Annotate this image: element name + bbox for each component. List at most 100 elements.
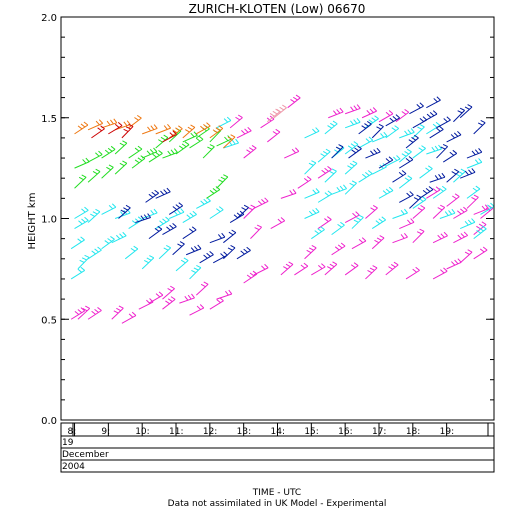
barb-shaft — [74, 220, 89, 230]
barb-flag — [381, 216, 386, 221]
wind-barb — [385, 125, 399, 139]
barb-flag — [163, 134, 169, 139]
barb-shaft — [344, 265, 359, 276]
wind-barb — [168, 202, 183, 215]
barb-flag — [467, 249, 473, 253]
barb-shaft — [121, 315, 137, 324]
barb-flag — [160, 136, 166, 141]
barb-flag — [428, 186, 434, 190]
barb-shaft — [297, 179, 312, 189]
wind-barb — [399, 218, 415, 230]
wind-barb — [141, 255, 155, 270]
wind-barb — [209, 232, 226, 244]
barb-flag — [356, 104, 361, 109]
wind-barb — [162, 130, 177, 143]
barb-shaft — [371, 237, 385, 250]
barb-flag — [150, 209, 155, 215]
barb-shaft — [87, 122, 103, 131]
barb-flag — [393, 261, 399, 266]
wind-barb — [169, 208, 185, 219]
wind-barb — [409, 194, 422, 209]
barb-flag — [457, 234, 462, 239]
barb-shaft — [436, 119, 451, 129]
barb-flag — [280, 217, 286, 222]
wind-barb — [148, 149, 163, 163]
barb-flag — [166, 226, 171, 231]
barb-flag — [438, 174, 442, 179]
barb-flag — [436, 127, 441, 132]
barb-flag — [170, 149, 175, 155]
barb-flag — [464, 106, 470, 110]
barb-flag — [192, 210, 197, 215]
barb-flag — [337, 223, 342, 228]
barb-flag — [472, 187, 478, 192]
barb-flag — [398, 172, 404, 176]
barb-flag — [190, 247, 195, 252]
barb-flag — [419, 228, 425, 232]
barb-flag — [314, 230, 320, 234]
wind-barb — [101, 145, 116, 159]
wind-barb — [216, 174, 229, 189]
wind-barb — [101, 236, 115, 250]
barb-flag — [410, 218, 415, 223]
time-date-table: 8: 9: 10: 11: 12: 13: 14: 15: 16: 17: 18: 19: 19 De… — [60, 422, 495, 473]
barb-flag — [315, 127, 320, 132]
barb-flag — [123, 128, 129, 132]
wind-barb — [371, 235, 385, 250]
wind-barb — [101, 118, 118, 129]
barb-flag — [357, 145, 362, 150]
barb-shaft — [175, 144, 190, 155]
barb-flag — [467, 219, 473, 224]
x-tick-label: 12: — [203, 427, 217, 437]
barb-flag — [407, 219, 412, 224]
barb-flag — [369, 267, 375, 271]
wind-barb — [297, 176, 312, 189]
barb-flag — [275, 128, 281, 133]
barb-flag — [405, 157, 411, 162]
wind-barb — [250, 224, 262, 239]
wind-barb — [419, 165, 433, 179]
wind-barb — [422, 110, 438, 123]
wind-barb — [236, 126, 252, 139]
barb-flag — [330, 122, 335, 127]
barb-flag — [110, 145, 116, 150]
wind-barb — [399, 191, 414, 203]
barb-flag — [311, 245, 317, 249]
barb-flag — [422, 189, 428, 194]
barb-flag — [272, 110, 278, 115]
wind-barb — [361, 107, 378, 119]
wind-barb — [429, 172, 446, 183]
barb-shaft — [392, 173, 407, 183]
wind-barb — [148, 291, 164, 304]
barb-shaft — [371, 126, 384, 139]
barb-flag — [340, 221, 345, 226]
wind-barb — [439, 208, 456, 219]
barb-flag — [198, 135, 204, 140]
barb-shaft — [196, 128, 210, 139]
barb-flag — [484, 204, 489, 209]
wind-barb — [212, 251, 228, 264]
barb-flag — [254, 227, 260, 231]
footnote: Data not assimilated in UK Model - Exper… — [168, 499, 387, 509]
barb-flag — [212, 129, 218, 134]
barb-flag — [108, 164, 114, 168]
barb-shaft — [206, 189, 221, 199]
barb-flag — [215, 186, 221, 190]
barb-flag — [288, 261, 294, 265]
barb-flag — [326, 266, 332, 270]
barb-flag — [467, 104, 473, 108]
barb-flag — [464, 170, 469, 176]
wind-barb — [223, 229, 237, 244]
wind-barb — [70, 266, 86, 280]
barb-flag — [303, 177, 309, 182]
barb-flag — [78, 220, 83, 225]
barb-flag — [74, 310, 80, 315]
barb-flag — [147, 213, 152, 218]
barb-flag — [184, 295, 189, 301]
barb-flag — [352, 212, 357, 218]
barb-flag — [459, 107, 465, 111]
wind-barb — [344, 180, 357, 195]
barb-flag — [172, 222, 177, 228]
barb-shaft — [395, 111, 410, 123]
barb-shaft — [365, 118, 379, 129]
